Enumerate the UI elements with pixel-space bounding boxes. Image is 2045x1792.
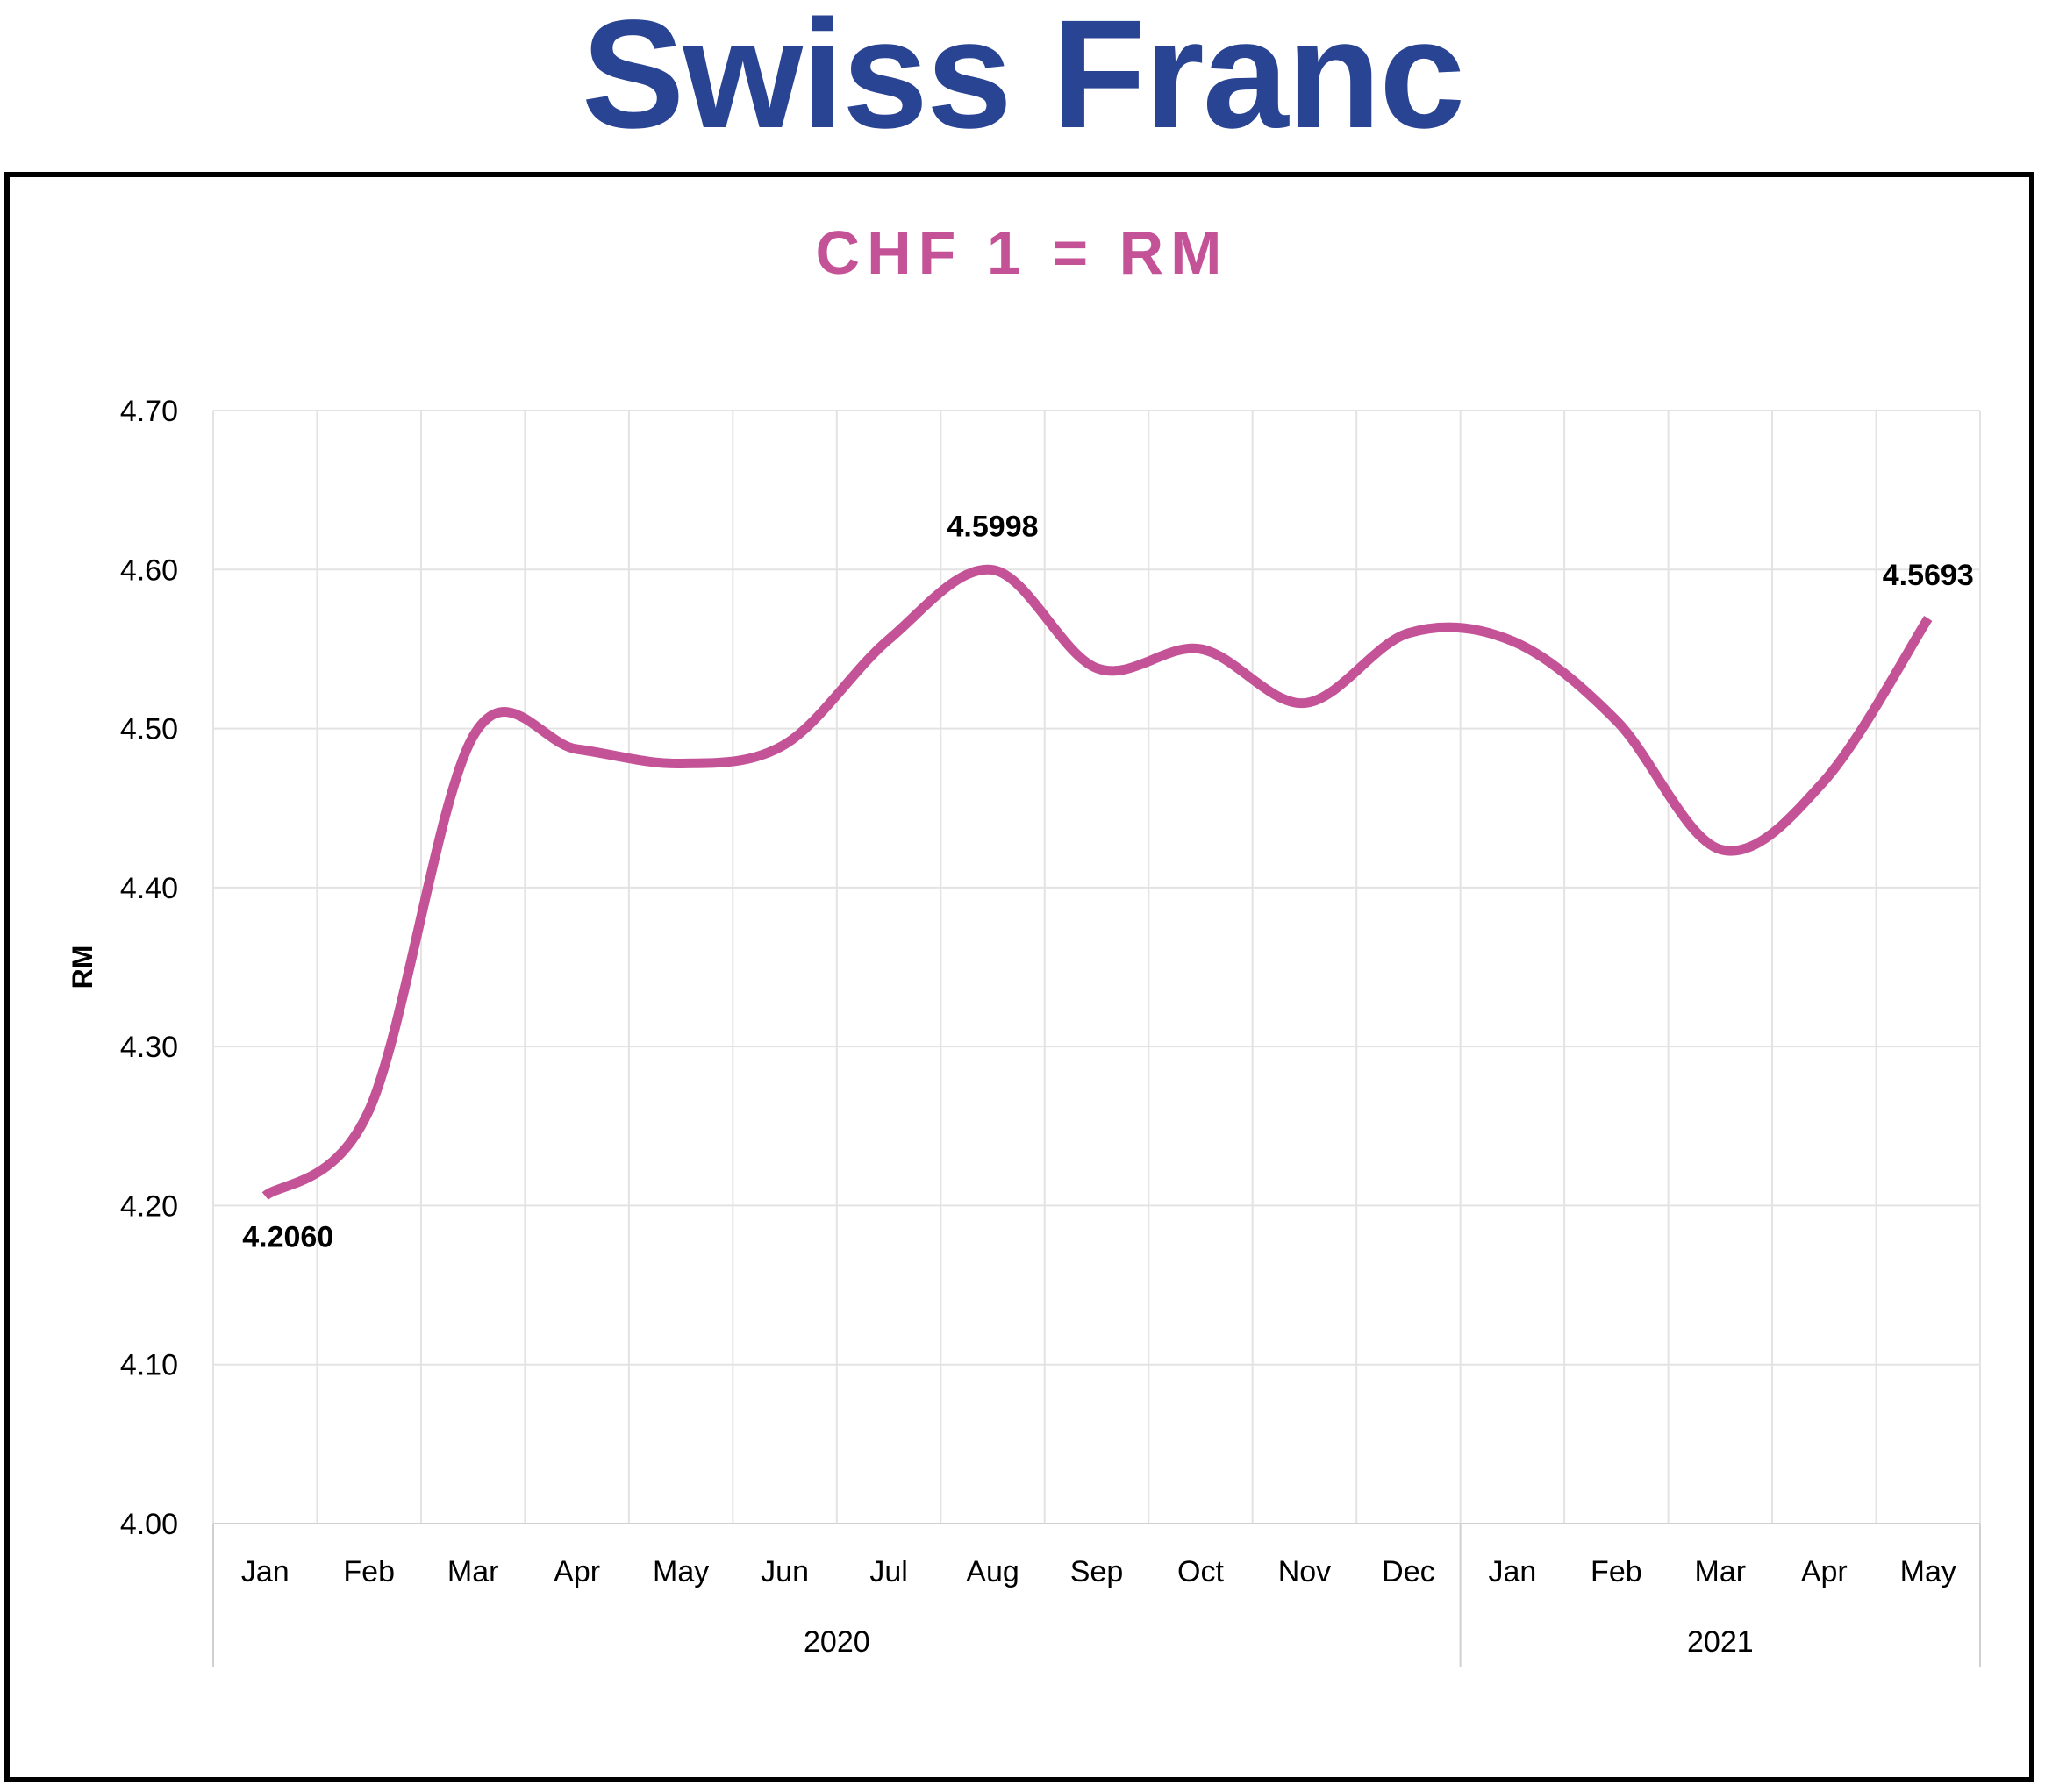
gridlines [212,410,1981,1524]
x-tick-label: Aug [966,1555,1019,1589]
chart-title: CHF 1 = RM [816,218,1229,287]
x-tick-label: Jan [1488,1555,1536,1589]
x-tick-label: Mar [447,1555,499,1589]
x-tick-label: Oct [1177,1555,1224,1589]
series-line [261,564,1933,1201]
x-tick-label: Sep [1070,1555,1124,1589]
x-tick-label: Apr [554,1555,600,1589]
chart-frame [4,172,2034,1782]
x-tick-label: May [1900,1555,1956,1589]
x-tick-label: Mar [1695,1555,1747,1589]
y-tick-label: 4.00 [120,1508,178,1541]
y-tick-label: 4.40 [120,872,178,905]
x-tick-label: Dec [1382,1555,1434,1589]
x-tick-label: Jun [761,1555,809,1589]
y-tick-label: 4.30 [120,1031,178,1064]
axes: 4.00 4.10 4.20 4.30 4.40 4.50 4.60 4.70 Jan Feb Ma… [120,395,1981,1667]
y-axis-label: RM [67,946,98,989]
x-tick-label: Apr [1801,1555,1848,1589]
page-title: Swiss Franc [581,0,1465,161]
year-group-label: 2020 [804,1625,870,1659]
x-tick-label: Feb [1591,1555,1642,1589]
y-tick-label: 4.20 [120,1189,178,1223]
y-tick-label: 4.50 [120,713,178,746]
data-label: 4.5998 [947,510,1039,544]
x-tick-label: May [653,1555,709,1589]
y-tick-label: 4.10 [120,1349,178,1382]
y-tick-label: 4.70 [120,395,178,428]
year-group-label: 2021 [1687,1625,1754,1659]
x-tick-label: Jan [241,1555,290,1589]
x-tick-label: Feb [343,1555,395,1589]
data-label: 4.5693 [1883,559,1974,592]
x-tick-label: Jul [869,1555,907,1589]
y-tick-label: 4.60 [120,553,178,587]
data-label: 4.2060 [242,1221,333,1254]
data-labels: 4.2060 4.5998 4.5693 [242,510,1974,1254]
x-tick-label: Nov [1278,1555,1331,1589]
series-lines [261,564,1933,1201]
